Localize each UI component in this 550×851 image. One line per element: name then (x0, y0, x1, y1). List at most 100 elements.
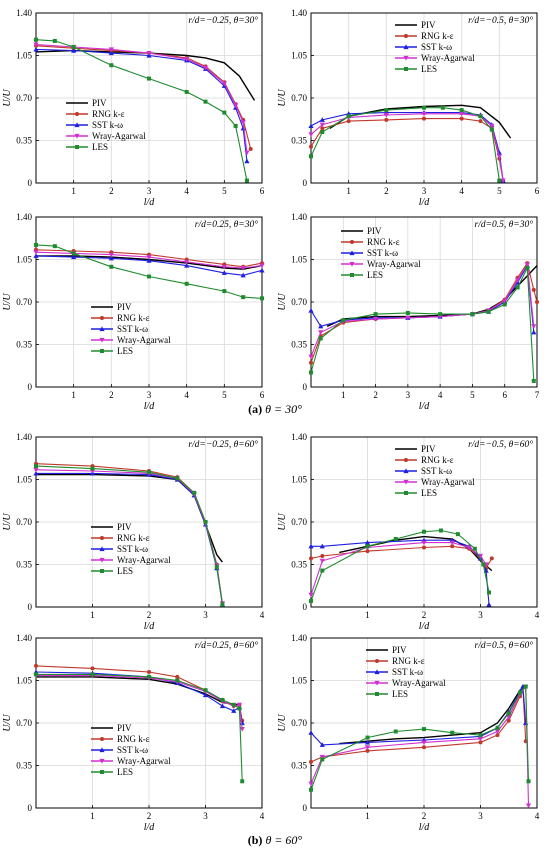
chart-panel-4: 1 2 3 4 5 6 7 0 0.35 0.70 1.05 1.40 l/d U/U r/d=0.5, θ… (277, 212, 540, 412)
data-point (221, 270, 227, 275)
legend-marker (100, 569, 104, 573)
y-tick-label: 1.40 (16, 212, 32, 222)
y-axis-label: U/U (277, 293, 288, 311)
data-point (486, 309, 491, 314)
series-les (309, 684, 531, 792)
legend-label: SST k-ω (367, 248, 398, 258)
data-point (422, 545, 426, 550)
data-point (184, 57, 190, 62)
y-tick-label: 0.70 (291, 93, 307, 103)
series-wray-agarwal (308, 684, 532, 809)
legend-marker (74, 122, 80, 128)
chart-panel-7: 1 2 3 4 0 0.35 0.70 1.05 1.40 l/d U/U r/d=0.25, θ=6… (2, 633, 265, 833)
legend-marker (99, 546, 105, 552)
y-tick-label: 0 (303, 382, 308, 392)
data-point (421, 111, 427, 117)
data-point (231, 702, 236, 707)
y-axis-label: U/U (2, 293, 13, 311)
legend-marker (404, 34, 408, 38)
data-point (478, 733, 483, 738)
data-point (34, 242, 38, 247)
series-line (339, 535, 493, 572)
legend-label: PIV (92, 98, 107, 108)
data-point (320, 126, 325, 131)
data-point (319, 117, 325, 122)
data-point (450, 730, 455, 735)
data-point (260, 296, 264, 301)
series-piv (329, 104, 512, 139)
series-line (310, 261, 538, 363)
series-line (36, 675, 243, 730)
legend-label: Wray-Agarwal (117, 555, 171, 565)
legend-marker (403, 55, 409, 61)
legend-marker (100, 536, 104, 540)
legend-label: LES (117, 767, 133, 777)
y-tick-label: 1.05 (16, 676, 32, 686)
chart-panel-2: 1 2 3 4 5 6 0 0.35 0.70 1.05 1.40 l/d U/U r/d=−0.5, θ… (277, 8, 540, 208)
legend-label: LES (367, 270, 383, 280)
data-point (524, 262, 530, 267)
data-point (147, 274, 151, 279)
data-point (248, 147, 253, 151)
x-axis-label: l/d (144, 401, 156, 412)
data-point (489, 556, 494, 561)
data-point (341, 318, 346, 323)
series-les (34, 242, 264, 301)
data-point (481, 562, 486, 567)
legend-marker (74, 133, 80, 139)
series-les (34, 464, 225, 607)
legend-marker (404, 491, 408, 495)
panel-title: r/d=−0.5, θ=30° (468, 15, 533, 26)
data-point (438, 528, 443, 533)
data-point (405, 310, 410, 315)
data-point (309, 360, 313, 365)
series-les (309, 265, 536, 383)
legend-label: Wray-Agarwal (117, 335, 171, 345)
data-point (450, 544, 455, 549)
data-point (470, 312, 475, 317)
x-tick-label: 2 (109, 186, 114, 196)
legend-label: Wray-Agarwal (92, 131, 146, 141)
y-tick-label: 0.35 (291, 340, 307, 350)
legend-label: LES (117, 346, 133, 356)
legend-label: RNG k-ε (117, 313, 150, 323)
series-les (309, 105, 502, 183)
data-point (309, 556, 313, 561)
y-axis-label: U/U (2, 89, 13, 107)
legend-marker (349, 261, 355, 267)
data-point (222, 110, 227, 115)
y-tick-label: 1.40 (16, 8, 32, 18)
data-point (365, 735, 370, 740)
legend-marker (403, 479, 409, 485)
caption-b-text: θ = 60° (265, 833, 303, 847)
data-point (422, 116, 426, 121)
series-piv (326, 265, 538, 327)
chart-panel-1: 1 2 3 4 5 6 0 0.35 0.70 1.05 1.40 l/d U/U r/d=−0.25, … (2, 8, 265, 208)
data-point (175, 476, 180, 481)
legend-marker (375, 692, 379, 696)
data-point (438, 312, 443, 317)
x-tick-label: 5 (470, 390, 475, 400)
legend-label: PIV (421, 20, 436, 30)
data-point (147, 670, 151, 674)
data-point (421, 540, 427, 546)
data-point (535, 300, 539, 304)
data-point (52, 244, 57, 249)
legend-label: RNG k-ε (421, 31, 454, 41)
legend-label: RNG k-ε (117, 734, 150, 744)
y-tick-label: 0.70 (16, 297, 32, 307)
legend-label: SST k-ω (117, 745, 148, 755)
y-tick-label: 1.05 (16, 255, 32, 265)
data-point (175, 678, 180, 683)
data-point (497, 178, 502, 183)
y-tick-label: 0.35 (16, 136, 32, 146)
data-point (90, 666, 95, 671)
legend-marker (100, 737, 104, 741)
legend-label: PIV (421, 444, 436, 454)
data-point (220, 602, 225, 607)
data-point (531, 287, 536, 292)
data-point (203, 520, 208, 524)
data-point (259, 263, 265, 269)
